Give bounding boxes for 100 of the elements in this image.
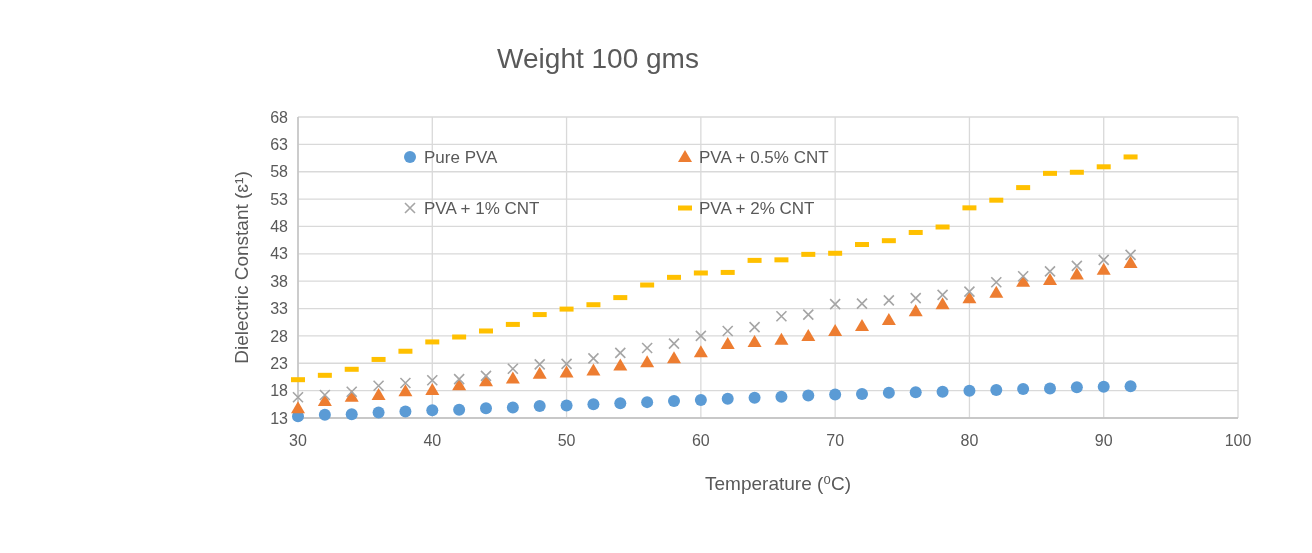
y-tick-label: 48 [270, 218, 289, 236]
point [1044, 382, 1056, 395]
point [989, 285, 1004, 298]
point [291, 401, 305, 414]
point [1123, 256, 1138, 269]
point [721, 392, 734, 405]
point [319, 389, 331, 401]
point [908, 304, 923, 317]
point [828, 323, 843, 336]
point [532, 366, 547, 379]
point [693, 345, 708, 358]
point [668, 395, 680, 408]
point [1124, 380, 1137, 393]
x-tick-label: 80 [960, 432, 979, 449]
point [990, 384, 1003, 397]
point [1044, 265, 1056, 278]
point [345, 385, 358, 398]
point [747, 334, 762, 347]
y-tick-label: 23 [270, 354, 289, 372]
y-tick-label: 68 [270, 108, 289, 126]
point [292, 391, 304, 403]
point [318, 408, 331, 421]
point [802, 308, 815, 321]
y-axis-title: Dielectric Constant (ɛ¹) [231, 171, 252, 364]
point [398, 384, 413, 397]
point [372, 379, 385, 392]
point [453, 373, 465, 385]
y-tick-label: 28 [270, 327, 289, 345]
point [720, 337, 735, 350]
point [586, 363, 601, 376]
point [774, 332, 789, 345]
y-tick-label: 13 [270, 409, 289, 427]
point [425, 383, 440, 396]
point [587, 398, 600, 411]
point [881, 313, 896, 326]
point [1071, 260, 1083, 272]
point [533, 358, 546, 371]
point [317, 394, 332, 407]
point [1097, 380, 1110, 393]
legend-label: Pure PVA [424, 147, 499, 167]
y-tick-label: 58 [270, 163, 289, 181]
point [1124, 249, 1137, 261]
point [856, 297, 868, 310]
point [721, 325, 734, 337]
point [371, 388, 386, 401]
point [345, 408, 358, 421]
point [963, 384, 976, 397]
point [962, 291, 977, 304]
x-tick-label: 60 [691, 432, 710, 449]
point [936, 289, 949, 301]
point [909, 386, 922, 399]
point [694, 393, 707, 406]
point [559, 365, 574, 378]
point [856, 387, 868, 400]
point [614, 347, 627, 359]
point [426, 374, 439, 387]
point [801, 328, 816, 341]
point [936, 385, 949, 398]
x-tick-label: 90 [1094, 432, 1113, 449]
point [802, 389, 815, 402]
point [614, 397, 627, 410]
point [990, 276, 1003, 289]
y-tick-label: 43 [270, 245, 289, 263]
point [587, 352, 600, 365]
point [453, 403, 466, 416]
point [426, 404, 439, 417]
y-tick-label: 33 [270, 300, 289, 318]
point [775, 310, 788, 323]
point [1017, 270, 1029, 283]
point [829, 388, 842, 401]
point [883, 294, 895, 307]
point [882, 386, 895, 399]
x-tick-label: 100 [1224, 432, 1252, 449]
point [1017, 383, 1030, 395]
x-tick-label: 50 [557, 432, 576, 449]
point [480, 370, 492, 382]
x-tick-label: 40 [423, 432, 442, 449]
x-tick-label: 30 [289, 432, 307, 449]
y-tick-label: 38 [270, 272, 289, 290]
point [829, 298, 841, 310]
point [1070, 381, 1083, 394]
point [372, 406, 385, 419]
point [480, 402, 492, 415]
legend-label: PVA + 1% CNT [424, 198, 540, 218]
x-tick-label: 70 [826, 432, 845, 449]
point [667, 351, 681, 364]
point [748, 321, 761, 333]
y-tick-label: 63 [270, 135, 289, 153]
point [613, 358, 628, 371]
point [506, 401, 519, 414]
point [505, 371, 520, 384]
point [533, 399, 546, 412]
legend-label: PVA + 0.5% CNT [699, 147, 829, 167]
point [507, 362, 519, 375]
point [963, 285, 976, 298]
point [695, 330, 707, 342]
point [560, 358, 573, 370]
x-axis-title: Temperature (⁰C) [705, 473, 851, 494]
point [1043, 273, 1057, 286]
point [641, 342, 653, 354]
